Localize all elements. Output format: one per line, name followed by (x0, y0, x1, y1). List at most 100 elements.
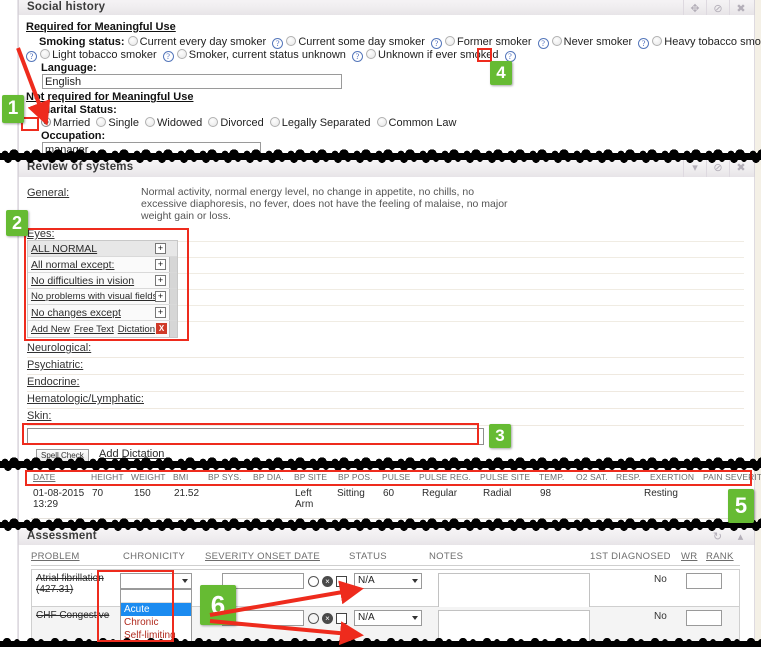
rule (27, 257, 744, 258)
status-value: N/A (358, 575, 375, 586)
ros-row-label: Neurological: (27, 342, 92, 354)
vitals-col-resp: RESP. (616, 472, 641, 482)
chronicity-option-acute[interactable]: Acute (121, 603, 191, 616)
radio-single[interactable]: Single (96, 117, 142, 129)
radio-dot (176, 49, 187, 59)
no-entry-icon[interactable]: ⊘ (706, 159, 729, 178)
ros-row-label: Endocrine: (27, 376, 80, 388)
radio-dot (366, 49, 377, 59)
close-icon[interactable]: ✖ (729, 0, 752, 19)
clear-icon[interactable]: × (322, 613, 333, 624)
vitals-cell-temp: 98 (540, 488, 552, 499)
onset-date-input-1[interactable] (222, 573, 304, 589)
calendar-icon[interactable] (336, 576, 347, 587)
rank-input-2[interactable] (686, 610, 722, 626)
chevron-up-icon[interactable]: ▴ (737, 530, 744, 543)
vitals-col-date[interactable]: DATE (33, 472, 56, 482)
add-new-link[interactable]: Add New (31, 323, 70, 335)
help-icon[interactable]: ? (26, 51, 37, 62)
help-icon[interactable]: ? (351, 51, 363, 62)
chronicity-option-chronic[interactable]: Chronic (124, 617, 159, 628)
eyes-option-label: ALL NORMAL (31, 242, 98, 255)
problem-label: CHF Congestive (36, 610, 110, 621)
radio-never-smoker[interactable]: Never smoker (551, 36, 636, 48)
radio-married[interactable]: Married (41, 117, 93, 129)
help-icon[interactable]: ? (272, 38, 284, 49)
ros-row-neurological[interactable]: Neurological: (27, 342, 744, 358)
vitals-col-bp-dia: BP DIA. (253, 472, 284, 482)
radio-label: Former smoker (456, 36, 532, 48)
radio-legally-separated[interactable]: Legally Separated (269, 117, 374, 129)
expand-icon[interactable]: + (155, 291, 166, 302)
vitals-col-bmi: BMI (173, 472, 189, 482)
clear-icon[interactable]: × (322, 576, 333, 587)
help-icon[interactable]: ? (430, 38, 442, 49)
radio-current-some-day-smoker[interactable]: Current some day smoker (286, 36, 428, 48)
expand-icon[interactable]: + (155, 259, 166, 270)
status-select-2[interactable]: N/A (354, 610, 422, 626)
eyes-option-all-normal[interactable]: ALL NORMAL + (28, 241, 177, 257)
vitals-cell-pulse-reg: Regular (422, 488, 458, 499)
expand-icon[interactable]: + (155, 243, 166, 254)
rank-input-1[interactable] (686, 573, 722, 589)
dictation-link[interactable]: Dictation (117, 323, 156, 335)
language-input[interactable] (42, 74, 342, 89)
radio-unknown-if-ever-smoked[interactable]: Unknown if ever smoked (366, 49, 502, 61)
help-icon[interactable]: ? (162, 51, 174, 62)
radio-light-tobacco-smoker[interactable]: Light tobacco smoker (40, 49, 160, 61)
assessment-col-rank[interactable]: RANK (706, 551, 734, 562)
torn-edge-1 (0, 147, 761, 166)
vitals-col-temp: TEMP. (539, 472, 565, 482)
delete-icon[interactable]: X (156, 323, 167, 334)
clock-icon[interactable] (308, 576, 319, 587)
radio-heavy-tobacco-smoker[interactable]: Heavy tobacco smoker (652, 36, 761, 48)
calendar-icon[interactable] (336, 613, 347, 624)
status-value: N/A (358, 612, 375, 623)
close-icon[interactable]: ✖ (729, 159, 752, 178)
skin-notes-textarea[interactable] (27, 428, 484, 445)
radio-label: Married (53, 117, 91, 129)
assessment-problem-2[interactable]: CHF Congestive (36, 610, 114, 621)
social-history-body: Required for Meaningful Use Smoking stat… (18, 15, 761, 157)
radio-current-every-day-smoker[interactable]: Current every day smoker (127, 36, 270, 48)
chronicity-option-blank[interactable] (121, 590, 191, 603)
chronicity-select-1[interactable] (120, 573, 192, 589)
radio-smoker-current-status-unknown[interactable]: Smoker, current status unknown (176, 49, 349, 61)
vitals-col-bp-site: BP SITE (294, 472, 328, 482)
vitals-col-pain-severity: PAIN SEVERIT (703, 472, 761, 482)
status-select-1[interactable]: N/A (354, 573, 422, 589)
assessment-problem-1[interactable]: Atrial fibrillation (427.31) (36, 573, 114, 595)
radio-label: Common Law (388, 117, 457, 129)
radio-widowed[interactable]: Widowed (145, 117, 205, 129)
pin-icon[interactable]: ✥ (683, 0, 706, 19)
help-icon[interactable]: ? (537, 38, 549, 49)
vitals-col-pulse-site: PULSE SITE (480, 472, 531, 482)
ros-row-endocrine[interactable]: Endocrine: (27, 376, 744, 392)
eyes-option-no-difficulties-in-vision[interactable]: No difficulties in vision + (28, 273, 177, 289)
radio-common-law[interactable]: Common Law (376, 117, 457, 129)
radio-divorced[interactable]: Divorced (208, 117, 266, 129)
eyes-option-all-normal-except[interactable]: All normal except: + (28, 257, 177, 273)
ros-row-psychiatric[interactable]: Psychiatric: (27, 359, 744, 375)
vitals-col-o2-sat: O2 SAT. (576, 472, 608, 482)
clock-icon[interactable] (308, 613, 319, 624)
assessment-col-wr[interactable]: WR (681, 551, 698, 562)
eyes-option-no-changes-except[interactable]: No changes except + (28, 305, 177, 321)
radio-former-smoker[interactable]: Former smoker (444, 36, 535, 48)
eyes-option-label: No difficulties in vision (31, 274, 135, 287)
radio-label: Unknown if ever smoked (378, 49, 499, 61)
expand-icon[interactable]: + (155, 307, 166, 318)
eyes-scrollbar[interactable] (169, 241, 177, 337)
chevron-down-icon[interactable]: ▾ (683, 159, 706, 178)
no-entry-icon[interactable]: ⊘ (706, 0, 729, 19)
assessment-col-severity-onset-date[interactable]: SEVERITY ONSET DATE (205, 551, 320, 562)
ros-row-skin[interactable]: Skin: (27, 410, 744, 426)
assessment-col-problem[interactable]: PROBLEM (31, 551, 80, 562)
free-text-link[interactable]: Free Text (73, 323, 114, 335)
expand-icon[interactable]: + (155, 275, 166, 286)
eyes-option-no-problems-with-visual-fields[interactable]: No problems with visual fields + (28, 289, 177, 305)
help-icon[interactable]: ? (638, 38, 650, 49)
refresh-icon[interactable]: ↻ (712, 530, 723, 543)
first-diagnosed-value-1: No (654, 574, 667, 585)
ros-row-hematologic-lymphatic[interactable]: Hematologic/Lymphatic: (27, 393, 744, 409)
